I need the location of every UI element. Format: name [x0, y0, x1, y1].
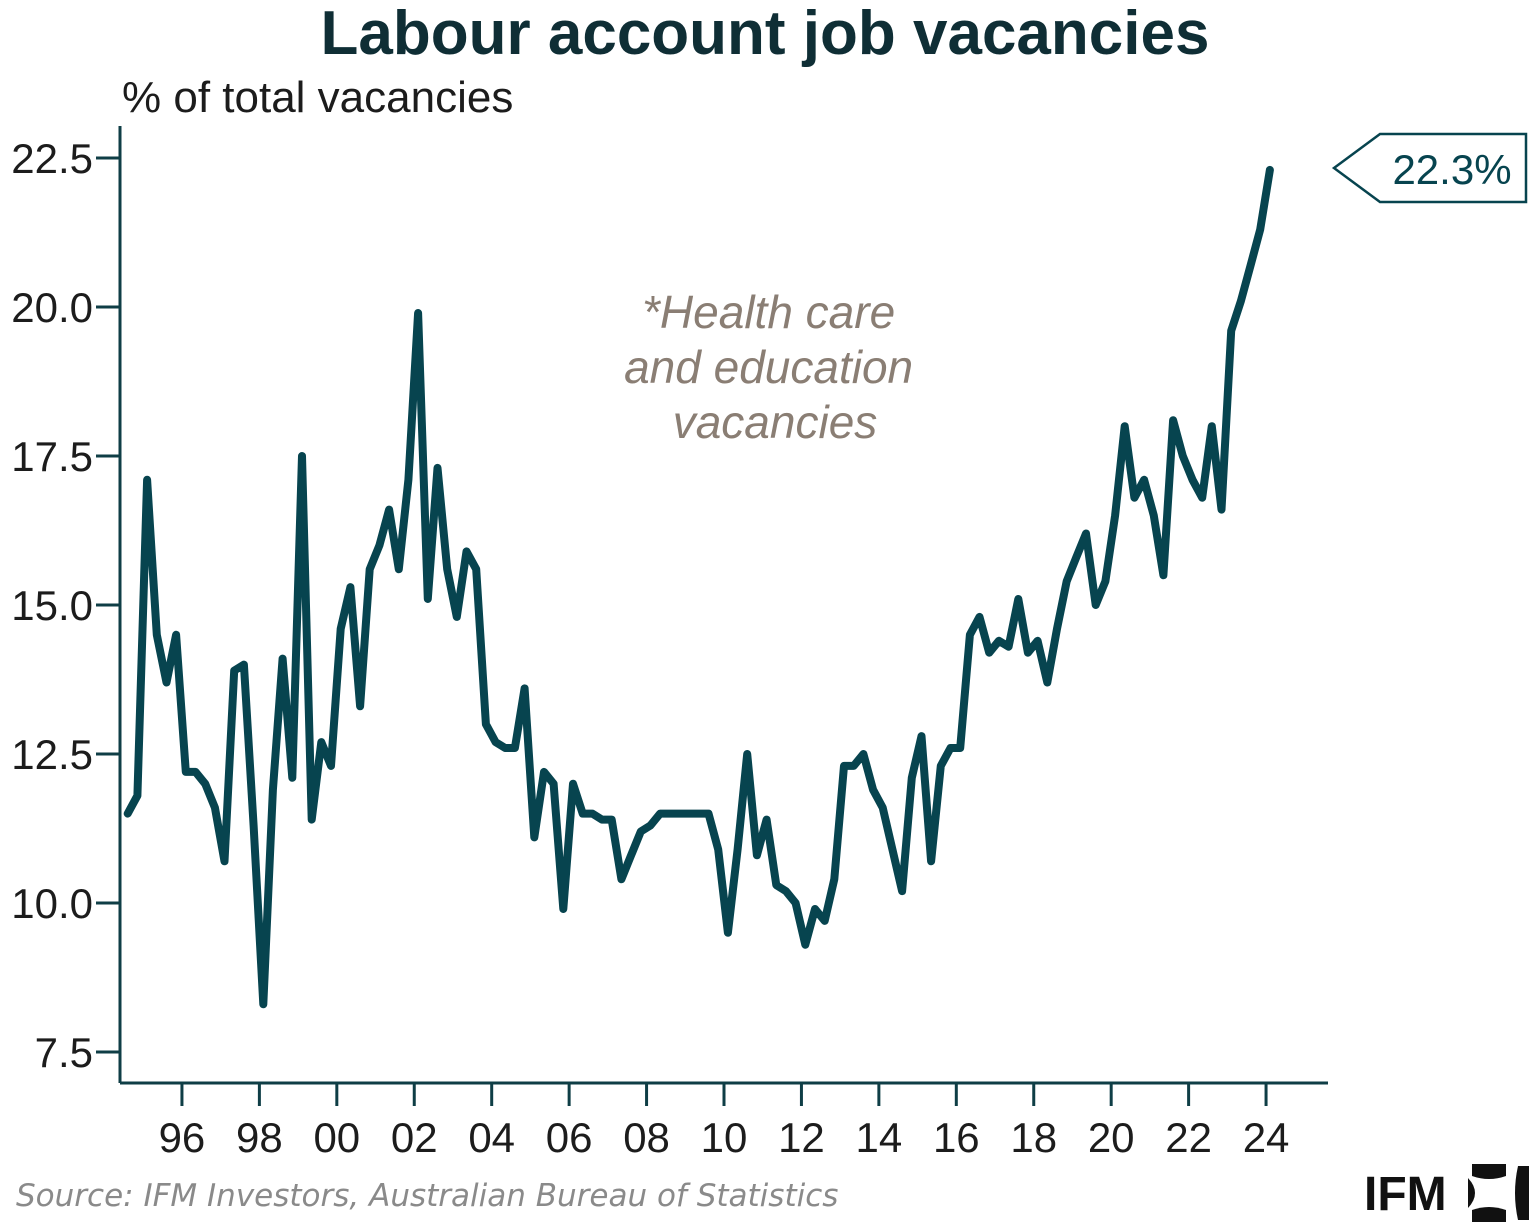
series-line [123, 165, 1274, 1009]
callout-box [1331, 132, 1528, 204]
y-tick-label: 20.0 [11, 284, 93, 331]
x-tick-label: 96 [159, 1114, 206, 1161]
annotation-line-2: and education [624, 341, 913, 393]
x-tick-label: 16 [933, 1114, 980, 1161]
x-tick-label: 06 [546, 1114, 593, 1161]
y-tick-label: 22.5 [11, 135, 93, 182]
callout-label: 22.3% [1392, 146, 1511, 193]
x-tick-label: 04 [468, 1114, 515, 1161]
x-tick-label: 02 [391, 1114, 438, 1161]
series-annotation: *Health care and education vacancies [624, 286, 926, 448]
source-note: Source: IFM Investors, Australian Bureau… [16, 1178, 838, 1214]
x-tick-label: 24 [1243, 1114, 1290, 1161]
x-axis: 96 98 00 02 04 06 08 10 12 14 16 18 20 22 24 [159, 1083, 1290, 1161]
y-axis-label: % of total vacancies [122, 73, 513, 122]
y-tick-label: 10.0 [11, 880, 93, 927]
x-tick-label: 12 [778, 1114, 825, 1161]
x-tick-label: 00 [313, 1114, 360, 1161]
y-tick-label: 17.5 [11, 433, 93, 480]
chart-title: Labour account job vacancies [321, 0, 1210, 68]
annotation-line-1: *Health care [642, 286, 895, 338]
x-tick-label: 14 [856, 1114, 903, 1161]
x-tick-label: 10 [701, 1114, 748, 1161]
x-tick-label: 22 [1165, 1114, 1212, 1161]
ifm-logo-icon [1468, 1164, 1529, 1222]
y-tick-label: 15.0 [11, 582, 93, 629]
annotation-line-3: vacancies [673, 396, 878, 448]
x-tick-label: 08 [623, 1114, 670, 1161]
ifm-logo: IFM [1364, 1164, 1529, 1222]
x-tick-label: 20 [1088, 1114, 1135, 1161]
last-value-callout: 22.3% [1331, 132, 1528, 204]
logo-text: IFM [1364, 1168, 1447, 1221]
y-axis: 7.5 10.0 12.5 15.0 17.5 20.0 22.5 [11, 135, 120, 1076]
y-tick-label: 7.5 [35, 1029, 93, 1076]
x-tick-label: 18 [1010, 1114, 1057, 1161]
series-layer [123, 165, 1274, 1009]
y-tick-label: 12.5 [11, 731, 93, 778]
x-tick-label: 98 [236, 1114, 283, 1161]
